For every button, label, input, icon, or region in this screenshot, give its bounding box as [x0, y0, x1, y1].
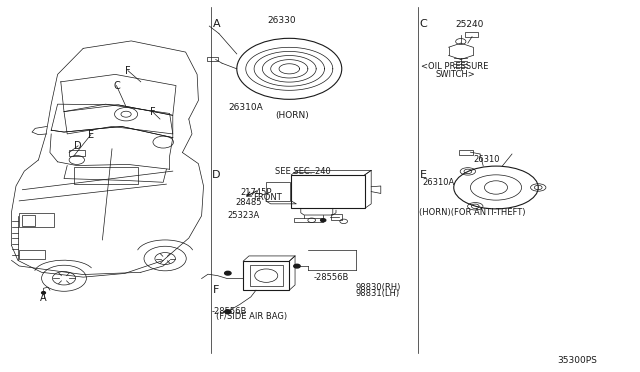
Text: F: F	[125, 66, 131, 76]
Bar	[294, 218, 323, 222]
Text: E: E	[88, 130, 94, 140]
Text: A: A	[212, 19, 220, 29]
Bar	[291, 175, 365, 208]
Bar	[465, 32, 478, 36]
Circle shape	[321, 219, 326, 222]
Text: -28556B: -28556B	[314, 273, 349, 282]
Text: F: F	[213, 285, 220, 295]
Text: (F/SIDE AIR BAG): (F/SIDE AIR BAG)	[216, 312, 287, 321]
Text: 98831(LH): 98831(LH)	[355, 289, 399, 298]
Text: (HORN): (HORN)	[275, 111, 309, 120]
Text: 25323A: 25323A	[228, 211, 260, 219]
Circle shape	[294, 264, 300, 268]
Bar	[22, 215, 35, 226]
Text: 26310A: 26310A	[228, 103, 263, 112]
Text: E: E	[420, 170, 427, 180]
Text: FRONT: FRONT	[253, 193, 282, 202]
Text: 26330: 26330	[268, 16, 296, 25]
Bar	[266, 182, 290, 201]
Text: D: D	[212, 170, 221, 180]
Bar	[243, 261, 289, 290]
Text: 28485: 28485	[236, 198, 262, 207]
Text: <OIL PRESSURE: <OIL PRESSURE	[421, 62, 488, 71]
Text: 35300PS: 35300PS	[557, 356, 596, 365]
Text: C: C	[113, 81, 120, 90]
Bar	[19, 213, 54, 227]
Text: C: C	[420, 19, 428, 29]
Text: -28556B: -28556B	[211, 307, 246, 316]
Text: F: F	[150, 107, 155, 116]
Text: A: A	[40, 293, 47, 302]
Bar	[19, 250, 45, 259]
Text: 26310: 26310	[474, 155, 500, 164]
Text: (HORN)(FOR ANTI-THEFT): (HORN)(FOR ANTI-THEFT)	[419, 208, 525, 217]
Text: 98830(RH): 98830(RH)	[355, 283, 401, 292]
Text: 21745P: 21745P	[241, 188, 272, 197]
Bar	[74, 167, 138, 184]
Text: SWITCH>: SWITCH>	[435, 70, 475, 79]
Text: D: D	[74, 141, 82, 151]
Text: SEE SEC. 240: SEE SEC. 240	[275, 167, 331, 176]
Circle shape	[42, 292, 45, 294]
Circle shape	[225, 310, 231, 314]
Bar	[331, 214, 342, 220]
Text: 25240: 25240	[456, 20, 484, 29]
Text: 26310A: 26310A	[422, 178, 454, 187]
Bar	[207, 57, 218, 61]
Bar	[69, 150, 85, 156]
Circle shape	[225, 271, 231, 275]
Bar	[250, 265, 283, 286]
Bar	[459, 150, 473, 155]
